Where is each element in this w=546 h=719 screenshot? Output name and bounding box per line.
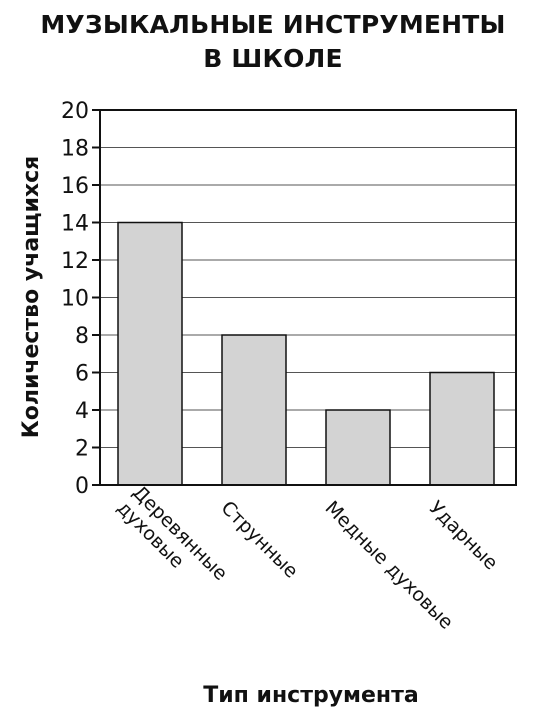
chart-title-line-2: В ШКОЛЕ — [203, 44, 343, 73]
y-axis-title: Количество учащихся — [19, 156, 44, 439]
bar-4 — [429, 371, 495, 486]
y-tick-label-18: 18 — [61, 137, 89, 162]
bar-2 — [221, 334, 287, 486]
y-tick-label-14: 14 — [61, 212, 89, 237]
y-tick-label-16: 16 — [61, 174, 89, 199]
x-axis-title: Тип инструмента — [203, 683, 418, 708]
y-tick-label-12: 12 — [61, 249, 89, 274]
y-tick-label-20: 20 — [61, 99, 89, 124]
bar-1 — [117, 221, 183, 486]
x-tick-label-4-line-1: Ударные — [425, 497, 502, 574]
y-tick-labels: 0 2 4 6 8 10 12 14 16 18 20 — [61, 99, 89, 499]
bars — [117, 221, 495, 486]
y-tick-label-2: 2 — [75, 437, 89, 462]
axes — [92, 109, 517, 486]
y-tick-label-10: 10 — [61, 287, 89, 312]
y-tick-label-4: 4 — [75, 399, 89, 424]
chart-title: МУЗЫКАЛЬНЫЕ ИНСТРУМЕНТЫ В ШКОЛЕ — [0, 8, 546, 76]
x-tick-label-4: Ударные — [425, 497, 502, 574]
y-tick-label-0: 0 — [75, 474, 89, 499]
bar-3 — [325, 409, 391, 486]
chart-title-line-1: МУЗЫКАЛЬНЫЕ ИНСТРУМЕНТЫ — [40, 10, 506, 39]
y-tick-label-6: 6 — [75, 362, 89, 387]
y-tick-label-8: 8 — [75, 324, 89, 349]
